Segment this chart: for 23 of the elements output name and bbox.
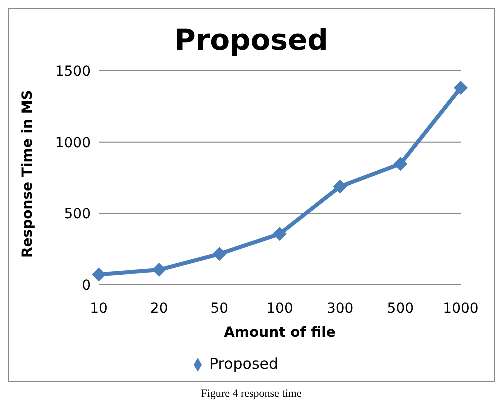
- y-tick-label: 0: [82, 278, 91, 294]
- x-tick-label: 100: [266, 300, 294, 317]
- x-axis-title: Amount of file: [224, 325, 336, 341]
- point: [152, 263, 166, 278]
- legend-label: Proposed: [209, 355, 279, 373]
- y-axis-title: Response Time in MS: [20, 90, 36, 258]
- chart-title: Proposed: [174, 23, 330, 59]
- point: [212, 247, 227, 262]
- point: [273, 227, 287, 242]
- point: [394, 157, 408, 172]
- y-tick-label: 1000: [55, 135, 91, 152]
- y-tick-label: 500: [64, 206, 91, 223]
- x-tick-label: 300: [326, 300, 354, 317]
- point: [333, 180, 348, 194]
- x-tick-label: 20: [150, 300, 168, 317]
- y-tick-label: 1500: [55, 64, 91, 80]
- x-tick-label: 10: [90, 300, 108, 317]
- caption: Figure 4 response time: [200, 388, 303, 400]
- x-tick-label: 1000: [443, 300, 479, 317]
- point: [454, 80, 468, 95]
- x-tick-label: 500: [387, 300, 414, 317]
- x-tick-label: 50: [210, 300, 229, 317]
- point: [92, 268, 106, 282]
